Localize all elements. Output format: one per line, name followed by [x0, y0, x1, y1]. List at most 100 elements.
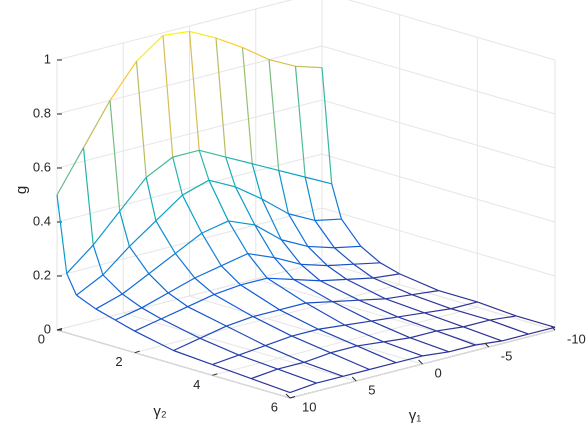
mesh-line: [95, 308, 116, 321]
mesh-line: [371, 320, 411, 339]
mesh-line: [148, 273, 169, 294]
z-tick-label: 0.8: [33, 105, 51, 120]
mesh-line: [303, 352, 331, 363]
mesh-line: [121, 273, 150, 295]
mesh-line: [160, 318, 201, 339]
mesh-line: [266, 277, 307, 304]
mesh-line: [300, 263, 321, 282]
mesh-line: [173, 349, 213, 366]
mesh-line: [373, 273, 400, 279]
mesh-line: [344, 324, 384, 343]
mesh-line: [261, 198, 282, 240]
mesh-line: [148, 252, 176, 275]
mesh-line: [280, 239, 302, 265]
mesh-line: [213, 293, 254, 318]
x-tick: [285, 393, 291, 399]
mesh-line: [291, 328, 319, 337]
mesh-line: [501, 333, 529, 342]
mesh-line: [372, 277, 413, 296]
mesh-line: [251, 163, 263, 200]
mesh-line: [145, 156, 174, 178]
mesh-line: [268, 59, 280, 171]
mesh-line: [340, 218, 362, 247]
mesh-line: [333, 247, 355, 265]
mesh-line: [213, 284, 241, 296]
mesh-line: [172, 156, 183, 196]
mesh-line: [305, 301, 333, 304]
mesh-line: [261, 198, 289, 215]
mesh-line: [162, 30, 190, 37]
mesh-line: [208, 179, 236, 188]
mesh-line: [295, 65, 323, 69]
mesh-line: [254, 224, 282, 241]
mesh-line: [265, 344, 305, 363]
mesh-line: [278, 169, 306, 178]
mesh-line: [128, 246, 150, 275]
mesh-line: [141, 307, 162, 320]
grid-line: [56, 329, 291, 399]
mesh-line: [277, 361, 305, 370]
mesh-line: [288, 213, 316, 222]
mesh-line: [319, 280, 360, 301]
mesh-line: [160, 306, 188, 320]
mesh-line: [436, 326, 464, 332]
mesh-line: [238, 354, 278, 370]
mesh-line: [121, 293, 143, 309]
mesh-line: [155, 220, 176, 254]
mesh-line: [102, 274, 123, 295]
mesh-line: [450, 301, 478, 310]
mesh-line: [346, 277, 374, 280]
mesh-line: [399, 273, 439, 292]
mesh-line: [528, 326, 556, 335]
mesh-line: [242, 46, 270, 61]
mesh-line: [252, 309, 280, 318]
mesh-line: [174, 253, 196, 279]
z-tick-label: 0.6: [33, 159, 51, 174]
mesh-line: [358, 299, 399, 318]
mesh-line: [307, 245, 335, 249]
mesh-line: [228, 220, 255, 226]
mesh-line: [321, 67, 333, 184]
mesh-line: [305, 176, 332, 185]
mesh-line: [167, 277, 196, 294]
mesh-line: [265, 335, 293, 347]
mesh-line: [411, 290, 439, 296]
mesh-line: [187, 293, 215, 308]
grid-line: [321, 45, 556, 115]
mesh-line: [314, 220, 335, 249]
mesh-line: [409, 337, 450, 353]
mesh-line: [119, 177, 147, 212]
mesh-line: [234, 186, 256, 226]
mesh-line: [134, 318, 162, 332]
z-tick-label: 0: [44, 321, 51, 336]
mesh-line: [109, 60, 137, 101]
mesh-line: [293, 278, 321, 282]
mesh-line: [489, 319, 529, 335]
mesh-line: [300, 263, 328, 267]
mesh-line: [226, 325, 266, 347]
y-tick: [56, 328, 63, 331]
mesh-line: [303, 361, 344, 377]
x-tick-label: 0: [435, 365, 442, 380]
mesh-line: [489, 315, 517, 321]
mesh-line: [201, 232, 222, 267]
mesh-line: [294, 66, 306, 178]
mesh-line: [141, 292, 169, 309]
mesh-line: [450, 308, 490, 321]
mesh-line: [199, 325, 227, 339]
mesh-line: [162, 35, 174, 158]
mesh-line: [278, 170, 290, 214]
mesh-line: [330, 345, 358, 354]
mesh-line: [304, 177, 316, 221]
grid-line: [123, 312, 357, 382]
mesh-line: [326, 265, 348, 280]
mesh-line: [314, 218, 342, 222]
mesh-line: [225, 156, 236, 188]
mesh-line: [462, 326, 503, 342]
mesh-line: [327, 263, 354, 267]
mesh-line: [267, 277, 294, 281]
grid-line: [347, 0, 556, 61]
mesh-line: [198, 150, 210, 181]
mesh-line: [289, 382, 317, 394]
mesh-line: [56, 147, 85, 196]
